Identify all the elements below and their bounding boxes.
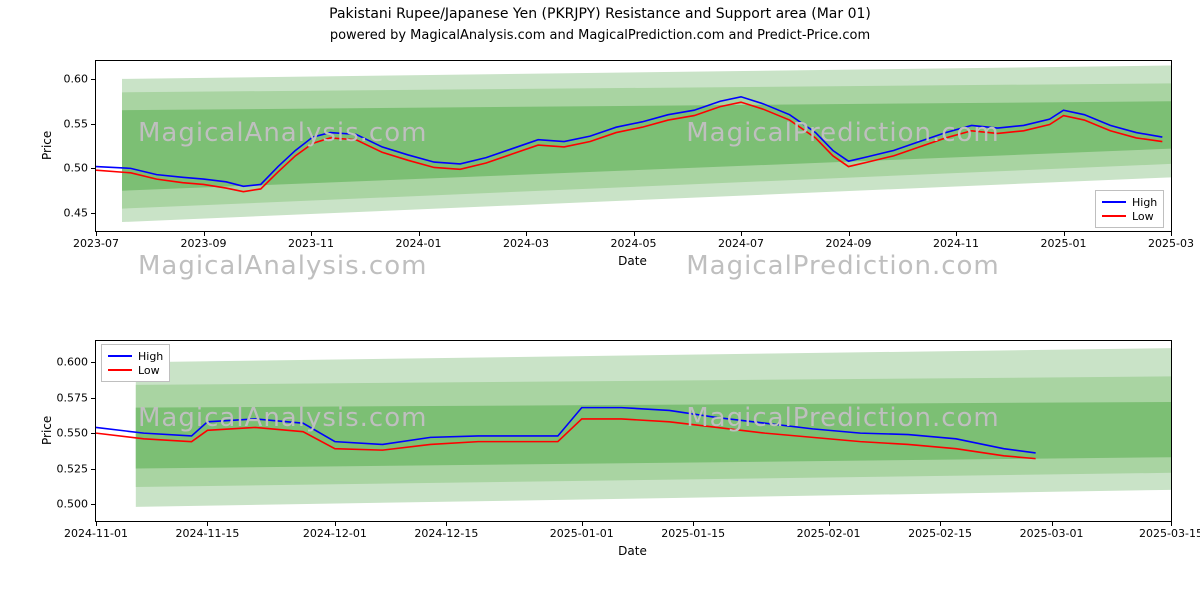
- ytick-label: 0.60: [64, 72, 97, 85]
- legend-swatch: [108, 369, 132, 371]
- panel-bottom-xlabel: Date: [95, 544, 1170, 558]
- xtick-label: 2025-01-01: [550, 521, 614, 540]
- xtick-label: 2023-09: [181, 231, 227, 250]
- xtick-label: 2023-11: [288, 231, 334, 250]
- xtick-label: 2023-07: [73, 231, 119, 250]
- legend-label: High: [138, 350, 163, 363]
- xtick-label: 2025-03-01: [1020, 521, 1084, 540]
- figure: Pakistani Rupee/Japanese Yen (PKRJPY) Re…: [0, 0, 1200, 600]
- ytick-label: 0.600: [57, 356, 97, 369]
- legend-swatch: [1102, 201, 1126, 203]
- legend-label: High: [1132, 196, 1157, 209]
- ytick-label: 0.55: [64, 117, 97, 130]
- panel-bottom-ylabel: Price: [40, 416, 54, 445]
- xtick-label: 2024-11: [933, 231, 979, 250]
- panel-top-legend: HighLow: [1095, 190, 1164, 228]
- legend-swatch: [1102, 215, 1126, 217]
- xtick-label: 2024-01: [396, 231, 442, 250]
- ytick-label: 0.525: [57, 462, 97, 475]
- chart-subtitle: powered by MagicalAnalysis.com and Magic…: [0, 28, 1200, 43]
- legend-label: Low: [138, 364, 160, 377]
- xtick-label: 2025-03-15: [1139, 521, 1200, 540]
- ytick-label: 0.550: [57, 427, 97, 440]
- xtick-label: 2024-12-15: [414, 521, 478, 540]
- panel-top-ylabel: Price: [40, 131, 54, 160]
- xtick-label: 2024-07: [718, 231, 764, 250]
- ytick-label: 0.575: [57, 391, 97, 404]
- ytick-label: 0.45: [64, 207, 97, 220]
- xtick-label: 2025-02-15: [908, 521, 972, 540]
- xtick-label: 2025-01: [1041, 231, 1087, 250]
- xtick-label: 2024-12-01: [303, 521, 367, 540]
- panel-top-xlabel: Date: [95, 254, 1170, 268]
- legend-swatch: [108, 355, 132, 357]
- panel-bottom: 0.5000.5250.5500.5750.6002024-11-012024-…: [95, 340, 1172, 522]
- ytick-label: 0.500: [57, 497, 97, 510]
- support-resistance-band: [136, 402, 1171, 469]
- xtick-label: 2024-11-01: [64, 521, 128, 540]
- legend-label: Low: [1132, 210, 1154, 223]
- xtick-label: 2025-01-15: [661, 521, 725, 540]
- panel-bottom-legend: HighLow: [101, 344, 170, 382]
- panel-top: 0.450.500.550.602023-072023-092023-11202…: [95, 60, 1172, 232]
- xtick-label: 2025-03: [1148, 231, 1194, 250]
- legend-item: High: [1102, 195, 1157, 209]
- legend-item: Low: [1102, 209, 1157, 223]
- ytick-label: 0.50: [64, 162, 97, 175]
- xtick-label: 2024-05: [611, 231, 657, 250]
- xtick-label: 2024-03: [503, 231, 549, 250]
- panel-bottom-plot: [96, 341, 1171, 521]
- chart-title: Pakistani Rupee/Japanese Yen (PKRJPY) Re…: [0, 6, 1200, 22]
- legend-item: Low: [108, 363, 163, 377]
- xtick-label: 2024-11-15: [176, 521, 240, 540]
- xtick-label: 2024-09: [826, 231, 872, 250]
- legend-item: High: [108, 349, 163, 363]
- xtick-label: 2025-02-01: [797, 521, 861, 540]
- panel-top-plot: [96, 61, 1171, 231]
